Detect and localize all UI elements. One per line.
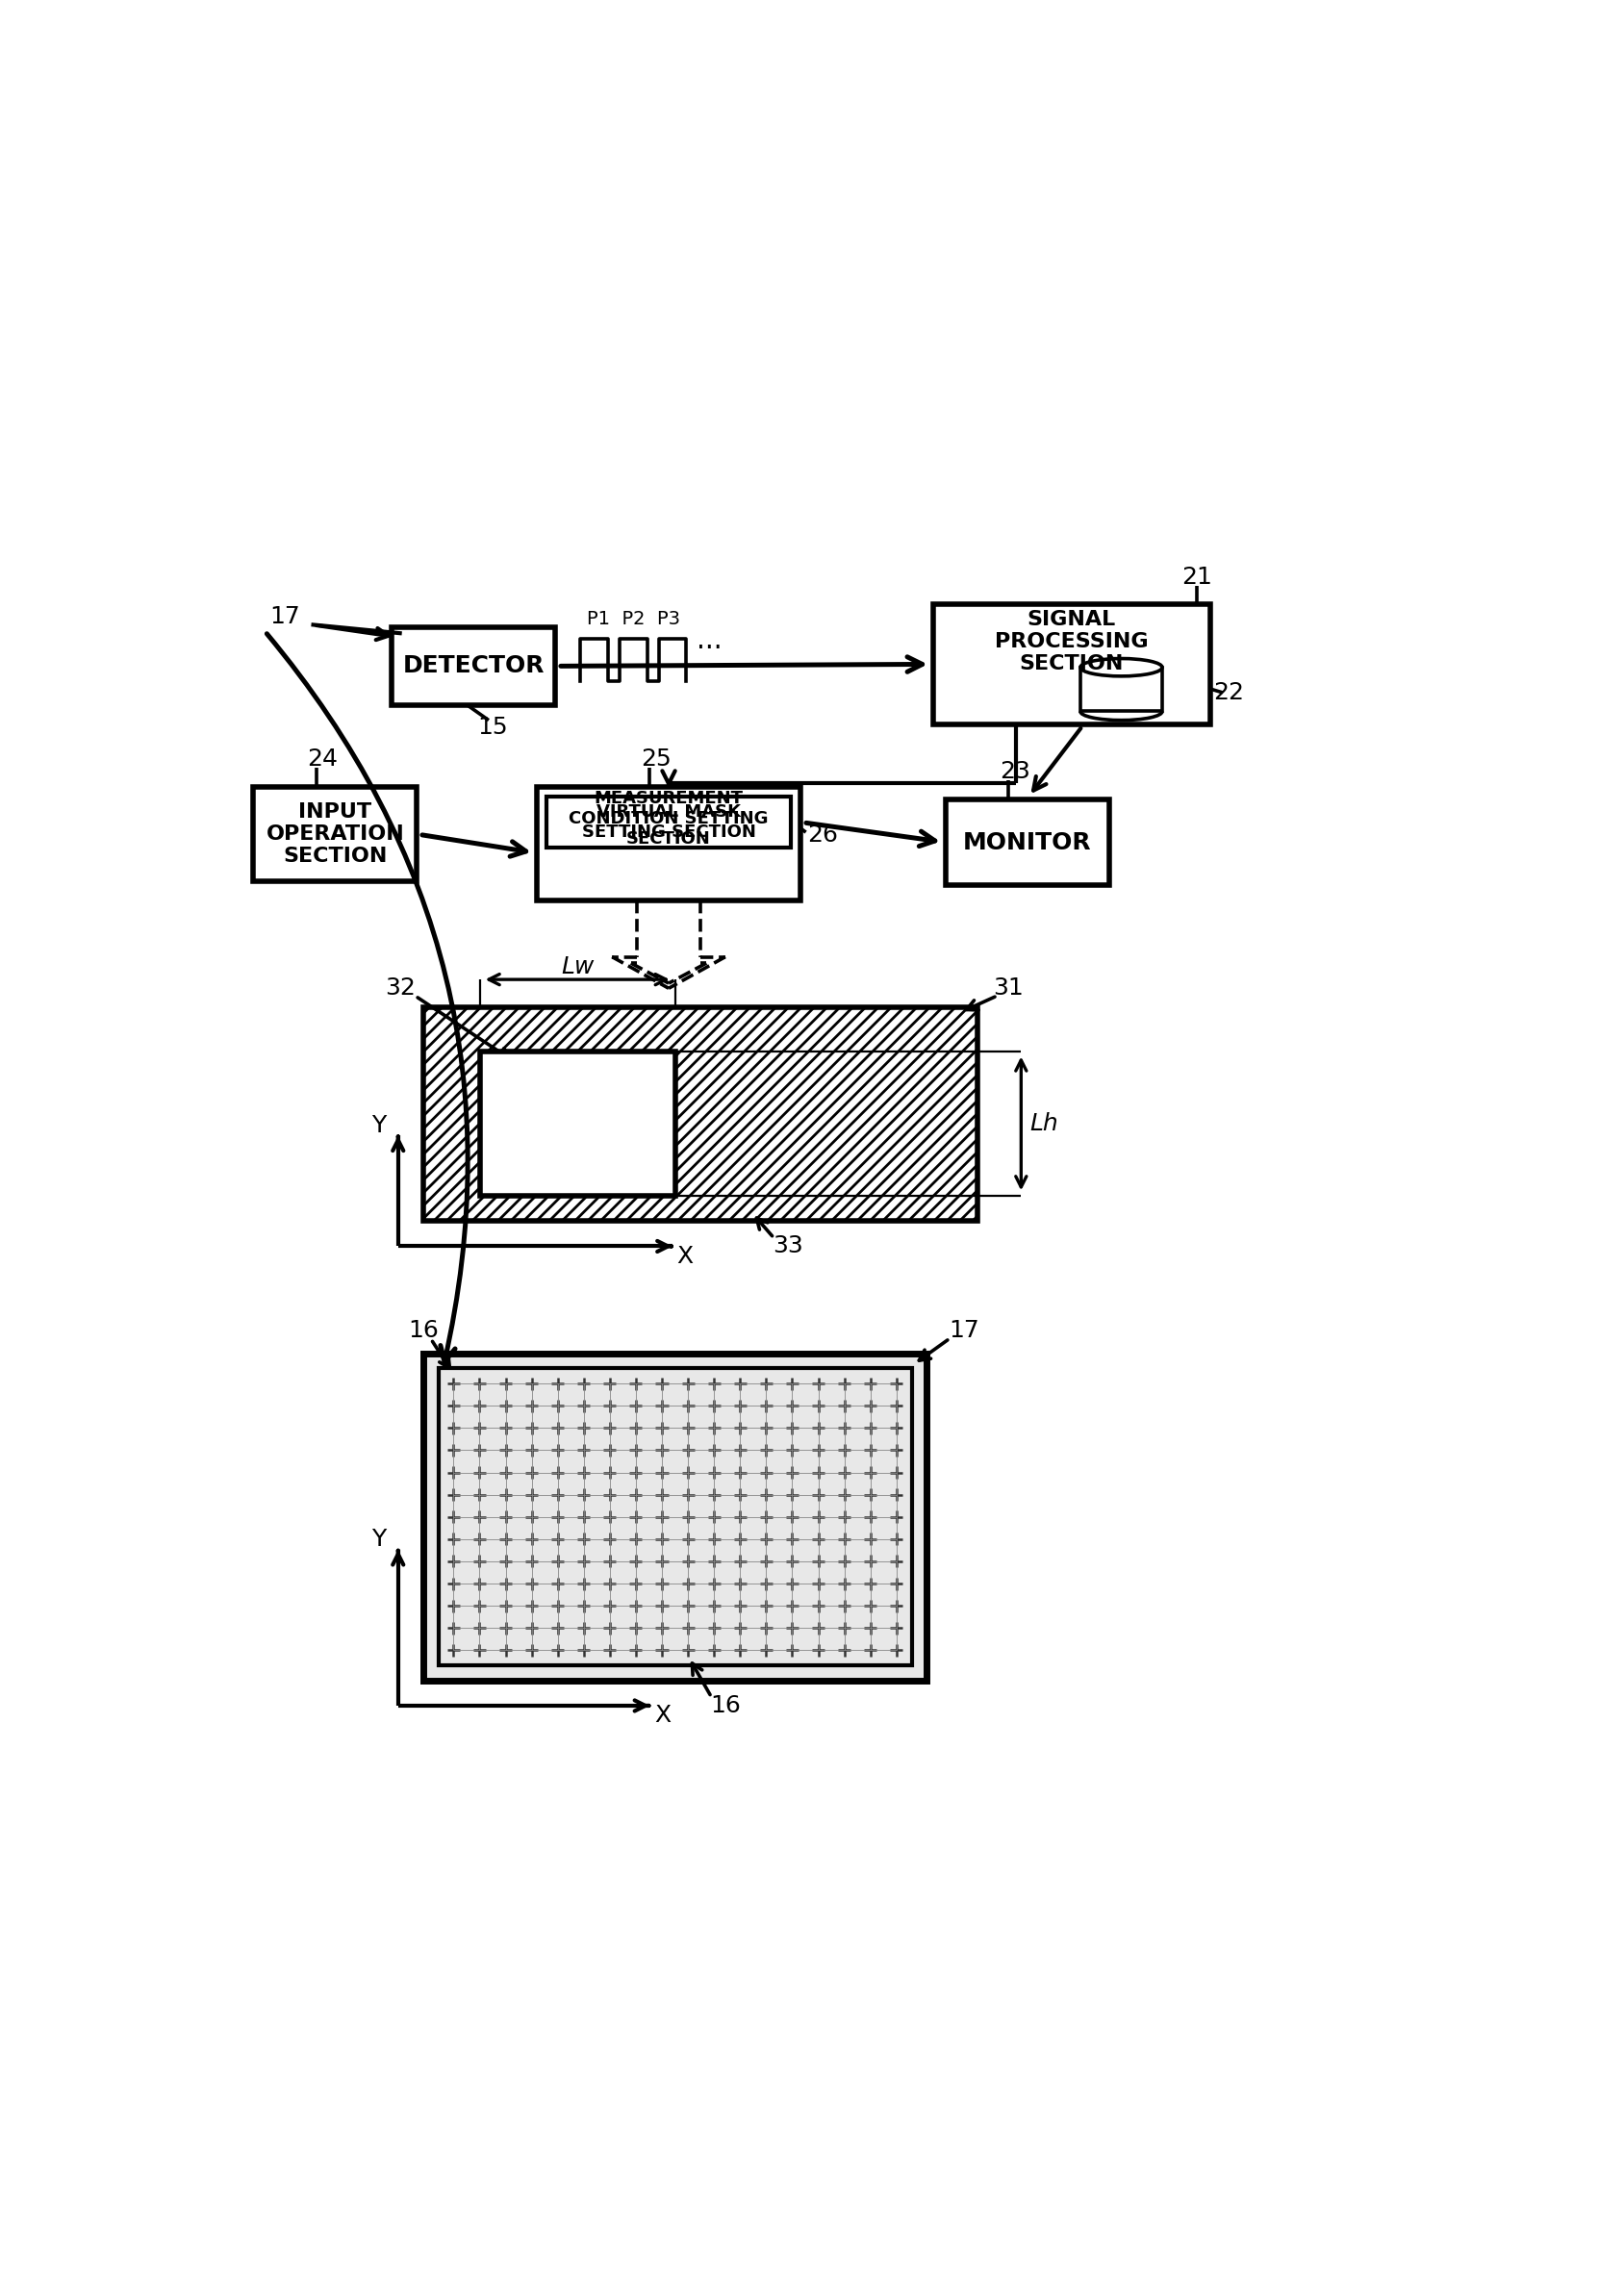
Text: 22: 22 bbox=[1213, 682, 1244, 705]
Text: INPUT
OPERATION
SECTION: INPUT OPERATION SECTION bbox=[266, 803, 404, 867]
Text: 23: 23 bbox=[999, 760, 1030, 782]
Text: 21: 21 bbox=[1182, 566, 1213, 588]
Ellipse shape bbox=[1080, 659, 1163, 675]
Bar bbox=[547, 796, 791, 846]
Text: VIRTUAL MASK
SETTING SECTION: VIRTUAL MASK SETTING SECTION bbox=[581, 803, 755, 842]
Text: Y: Y bbox=[372, 1113, 387, 1136]
Text: Lh: Lh bbox=[1030, 1113, 1059, 1136]
Bar bbox=[536, 787, 801, 901]
Text: DETECTOR: DETECTOR bbox=[403, 655, 544, 677]
Text: 17: 17 bbox=[948, 1318, 979, 1341]
Text: 17: 17 bbox=[270, 604, 300, 630]
Text: 16: 16 bbox=[710, 1695, 741, 1718]
Text: P1  P2  P3: P1 P2 P3 bbox=[586, 611, 680, 630]
Bar bbox=[1080, 668, 1163, 712]
Text: SIGNAL
PROCESSING
SECTION: SIGNAL PROCESSING SECTION bbox=[994, 609, 1148, 673]
Bar bbox=[253, 787, 417, 880]
Bar bbox=[438, 1369, 911, 1665]
Bar bbox=[424, 1353, 927, 1681]
Text: ...: ... bbox=[697, 627, 723, 655]
Text: 24: 24 bbox=[307, 748, 338, 771]
Text: 26: 26 bbox=[807, 823, 838, 846]
Bar bbox=[391, 627, 555, 705]
Text: 32: 32 bbox=[385, 976, 416, 999]
Bar bbox=[481, 1052, 676, 1195]
Text: X: X bbox=[654, 1704, 671, 1727]
Bar bbox=[945, 801, 1109, 885]
Text: X: X bbox=[677, 1245, 693, 1268]
Text: MEASUREMENT
CONDITION SETTING
SECTION: MEASUREMENT CONDITION SETTING SECTION bbox=[568, 789, 768, 846]
Text: 16: 16 bbox=[408, 1318, 438, 1341]
Text: 25: 25 bbox=[641, 748, 671, 771]
Text: Lw: Lw bbox=[560, 956, 594, 979]
Bar bbox=[932, 604, 1210, 723]
Text: 15: 15 bbox=[477, 716, 508, 739]
Text: MONITOR: MONITOR bbox=[963, 830, 1091, 853]
Text: 31: 31 bbox=[994, 976, 1023, 999]
Bar bbox=[424, 1008, 978, 1220]
Text: Y: Y bbox=[372, 1528, 387, 1551]
Text: 33: 33 bbox=[773, 1234, 804, 1257]
